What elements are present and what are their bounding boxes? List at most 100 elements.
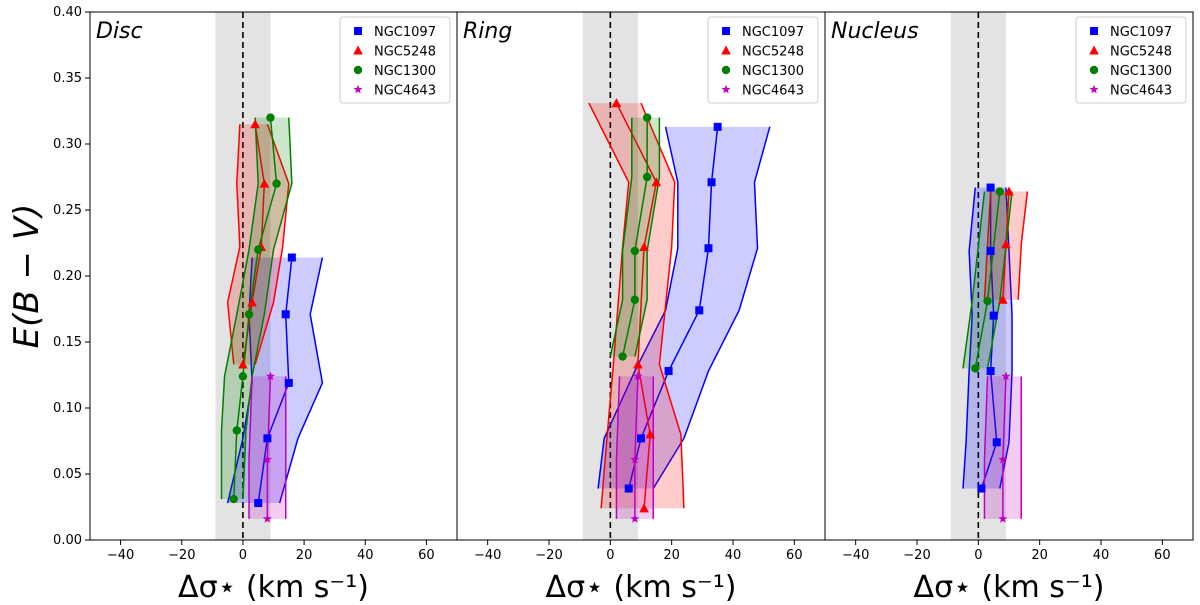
- data-point: [639, 503, 649, 513]
- data-point: [238, 359, 248, 369]
- data-point: [618, 352, 627, 361]
- legend: NGC1097 NGC5248 NGC1300 NGC4643: [707, 16, 819, 104]
- x-tick-label: −40: [842, 548, 869, 563]
- panel-title: Disc: [96, 19, 143, 44]
- legend-marker: [353, 65, 363, 75]
- band-upper-edge: [640, 102, 685, 509]
- data-point: [989, 311, 998, 320]
- data-point: [244, 310, 254, 319]
- panel-ring: −40 −20 0 20 40 60 Ring Δσ⋆ (km s⁻¹) NGC1097 NGC5…: [456, 11, 826, 605]
- data-point: [633, 371, 643, 381]
- data-point: [695, 306, 704, 315]
- data-point: [637, 434, 645, 443]
- band-lower-edge: [983, 191, 992, 300]
- series-ngc4643: [248, 376, 287, 519]
- data-point: [265, 371, 276, 381]
- legend-label: NGC4643: [742, 84, 804, 99]
- data-point: [1001, 239, 1011, 249]
- data-point: [247, 297, 257, 307]
- data-point: [630, 514, 640, 523]
- legend-box: [707, 16, 819, 104]
- data-point: [250, 119, 260, 129]
- x-axis-label: Δσ⋆ (km s⁻¹): [178, 570, 369, 605]
- data-point: [986, 367, 995, 376]
- data-point: [986, 246, 995, 255]
- data-point: [611, 98, 622, 108]
- markers-ngc1300: [229, 113, 281, 504]
- data-point: [238, 372, 248, 381]
- band-lower-edge: [220, 117, 259, 500]
- panel-title: Nucleus: [831, 19, 919, 44]
- data-point: [713, 122, 722, 131]
- data-point: [998, 514, 1008, 523]
- x-tick-label: −20: [168, 548, 195, 563]
- data-point: [642, 113, 652, 122]
- data-point: [971, 364, 980, 373]
- legend-label: NGC1097: [374, 25, 436, 40]
- data-point: [1004, 186, 1014, 196]
- data-point: [232, 426, 241, 435]
- data-point: [630, 246, 640, 256]
- legend-label: NGC1300: [742, 64, 804, 79]
- band-lower-edge: [615, 376, 621, 519]
- legend-label: NGC1097: [1110, 25, 1172, 40]
- legend-box: [1075, 16, 1187, 104]
- data-point: [254, 499, 263, 508]
- data-point: [707, 178, 716, 187]
- band-lower-edge: [248, 376, 253, 519]
- legend-marker: [721, 84, 731, 94]
- data-point: [630, 295, 640, 304]
- data-point: [664, 367, 673, 376]
- band-lower-edge: [588, 102, 630, 509]
- x-axis-label: Δσ⋆ (km s⁻¹): [546, 570, 737, 605]
- legend-marker: [354, 27, 362, 35]
- series-ngc4643: [983, 376, 1023, 519]
- data-point: [281, 310, 290, 319]
- x-tick-label: 60: [786, 548, 803, 563]
- band-upper-edge: [278, 257, 324, 504]
- band-upper-edge: [652, 126, 771, 489]
- markers-ngc5248: [998, 186, 1014, 304]
- x-tick-label: 0: [239, 548, 247, 563]
- y-tick-label: 0.05: [53, 467, 82, 482]
- y-tick-label: 0.15: [53, 335, 82, 350]
- error-band: [598, 126, 770, 489]
- band-lower-edge: [962, 191, 986, 369]
- error-band: [963, 191, 1013, 369]
- y-axis-label: E(B − V): [7, 204, 47, 349]
- data-point: [995, 187, 1004, 196]
- y-tick-label: 0.40: [53, 5, 82, 20]
- legend-marker: [721, 65, 731, 75]
- band-lower-edge: [962, 187, 977, 489]
- legend-label: NGC1300: [1110, 64, 1172, 79]
- data-point: [704, 244, 713, 253]
- data-point: [262, 514, 272, 523]
- data-point: [266, 113, 275, 122]
- y-tick-label: 0.25: [53, 203, 82, 218]
- legend: NGC1097 NGC5248 NGC1300 NGC4643: [339, 16, 451, 104]
- band-lower-edge: [609, 117, 633, 357]
- x-tick-label: 40: [357, 548, 374, 563]
- legend-marker: [1089, 84, 1099, 94]
- x-tick-label: −40: [107, 548, 134, 563]
- data-point: [977, 484, 986, 493]
- data-point: [259, 178, 270, 188]
- data-point: [633, 359, 643, 369]
- legend-label: NGC5248: [742, 45, 804, 60]
- axes-frame: [824, 11, 1194, 541]
- x-tick-label: 20: [1031, 548, 1048, 563]
- x-tick-label: 40: [1093, 548, 1110, 563]
- legend-marker: [722, 27, 730, 35]
- x-tick-label: 20: [663, 548, 680, 563]
- series-ngc4643: [615, 376, 655, 519]
- data-point: [983, 296, 992, 306]
- y-tick-label: 0.30: [53, 137, 82, 152]
- markers-ngc4643: [998, 371, 1011, 523]
- data-point: [272, 179, 281, 188]
- data-point: [1001, 371, 1011, 381]
- data-point: [998, 294, 1008, 304]
- y-tick-label: 0.10: [53, 401, 82, 416]
- legend-marker: [1089, 45, 1099, 55]
